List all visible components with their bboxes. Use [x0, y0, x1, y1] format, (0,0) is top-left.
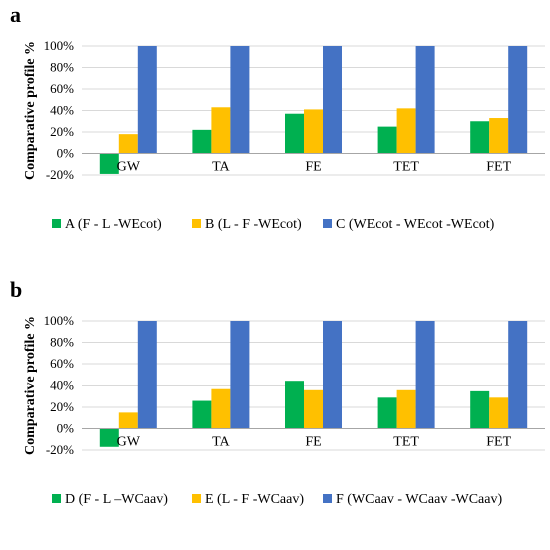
- x-category-label: FE: [305, 435, 321, 450]
- y-tick-label: 80%: [50, 335, 74, 350]
- y-tick-label: 60%: [50, 356, 74, 371]
- bar-a-fe: [285, 113, 304, 154]
- panel-label-b: b: [10, 277, 23, 302]
- bar-f-fet: [508, 321, 528, 429]
- bar-a-ta: [192, 129, 212, 154]
- bar-e-ta: [211, 388, 231, 429]
- bar-c-tet: [415, 46, 435, 154]
- y-tick-label: 100%: [44, 38, 75, 53]
- x-category-label: TA: [212, 160, 230, 175]
- legend-swatch: [192, 494, 201, 503]
- y-tick-label: 80%: [50, 60, 74, 75]
- bar-a-gw: [99, 153, 119, 174]
- legend-swatch: [192, 219, 201, 228]
- panel-label-a: a: [10, 2, 21, 27]
- legend-swatch: [323, 219, 332, 228]
- bar-c-fet: [508, 46, 528, 154]
- bar-a-fet: [470, 121, 490, 154]
- bar-e-gw: [118, 412, 138, 429]
- x-category-label: FET: [486, 160, 511, 175]
- y-tick-label: -20%: [46, 442, 74, 457]
- bar-b-fet: [489, 118, 509, 154]
- x-category-label: GW: [117, 435, 141, 450]
- bar-d-tet: [377, 397, 397, 429]
- y-tick-label: -20%: [46, 167, 74, 182]
- bar-c-fe: [323, 46, 342, 154]
- bar-c-ta: [230, 46, 250, 154]
- bar-c-gw: [137, 46, 157, 154]
- bar-b-fe: [304, 109, 323, 154]
- y-tick-label: 20%: [50, 399, 74, 414]
- x-category-label: TET: [393, 435, 419, 450]
- legend-label: D (F - L –WCaav): [65, 492, 168, 507]
- y-tick-label: 20%: [50, 124, 74, 139]
- chart-panel-a: a -20% 0% 20% 40% 60% 80% 100% Comparative prof…: [10, 2, 545, 232]
- bar-chart-a: -20% 0% 20% 40% 60% 80% 100% Comparative profil…: [23, 38, 545, 232]
- legend-swatch: [323, 494, 332, 503]
- y-tick-label: 0%: [57, 421, 75, 436]
- bar-d-fet: [470, 390, 490, 429]
- legend-label: E (L - F -WCaav): [205, 492, 304, 507]
- legend-swatch: [52, 494, 61, 503]
- y-tick-label: 60%: [50, 81, 74, 96]
- bar-f-gw: [137, 321, 157, 429]
- y-tick-label: 100%: [44, 313, 75, 328]
- bar-e-tet: [396, 389, 416, 429]
- chart-panel-b: b -20% 0% 20% 40% 60% 80% 100% Comparative prof…: [0, 275, 550, 550]
- bar-e-fe: [304, 389, 323, 429]
- y-axis-title: Comparative profile %: [23, 41, 38, 180]
- y-axis-title: Comparative profile %: [23, 316, 38, 455]
- bar-b-tet: [396, 108, 416, 154]
- x-category-label: TET: [393, 160, 419, 175]
- legend-label: B (L - F -WEcot): [205, 217, 302, 232]
- legend-swatch: [52, 219, 61, 228]
- bar-d-gw: [99, 428, 119, 447]
- x-category-label: FE: [305, 160, 321, 175]
- bar-b-gw: [118, 134, 138, 154]
- y-tick-label: 0%: [57, 146, 75, 161]
- legend-label: C (WEcot - WEcot -WEcot): [336, 217, 495, 232]
- bar-f-tet: [415, 321, 435, 429]
- x-category-label: FET: [486, 435, 511, 450]
- bar-d-fe: [285, 381, 304, 429]
- x-category-label: GW: [117, 160, 141, 175]
- legend-label: A (F - L -WEcot): [65, 217, 162, 232]
- bar-d-ta: [192, 400, 212, 429]
- y-tick-label: 40%: [50, 378, 74, 393]
- x-category-label: TA: [212, 435, 230, 450]
- bar-b-ta: [211, 107, 231, 154]
- bar-chart-b: -20% 0% 20% 40% 60% 80% 100% Comparative profil…: [23, 313, 545, 507]
- bar-f-ta: [230, 321, 250, 429]
- bar-f-fe: [323, 321, 342, 429]
- bar-e-fet: [489, 397, 509, 429]
- y-tick-label: 40%: [50, 103, 74, 118]
- legend-label: F (WCaav - WCaav -WCaav): [336, 492, 502, 507]
- bar-a-tet: [377, 126, 397, 154]
